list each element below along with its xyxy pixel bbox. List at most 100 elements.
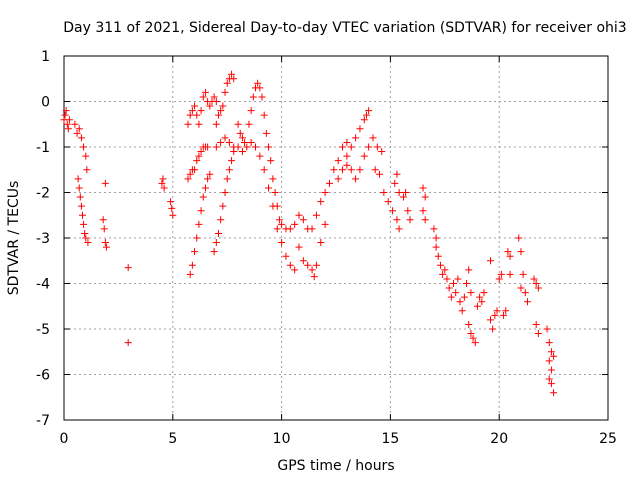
data-point bbox=[452, 289, 460, 297]
data-point bbox=[191, 248, 199, 256]
data-point bbox=[339, 143, 347, 151]
data-point bbox=[321, 220, 329, 228]
data-point bbox=[271, 189, 279, 196]
data-point bbox=[360, 152, 368, 160]
data-point bbox=[376, 170, 384, 178]
data-point bbox=[547, 366, 555, 374]
data-point bbox=[517, 284, 525, 292]
data-point bbox=[547, 348, 555, 356]
data-point bbox=[77, 202, 85, 210]
data-point bbox=[321, 189, 329, 196]
data-point bbox=[506, 270, 514, 278]
data-point bbox=[502, 307, 510, 315]
data-point bbox=[82, 234, 90, 242]
data-point bbox=[206, 170, 214, 178]
data-point bbox=[225, 166, 233, 174]
data-point bbox=[219, 202, 227, 210]
data-point bbox=[356, 166, 364, 174]
data-point bbox=[84, 239, 92, 247]
data-point bbox=[517, 248, 525, 256]
data-point bbox=[434, 252, 442, 260]
data-point bbox=[286, 225, 294, 233]
data-point bbox=[197, 207, 205, 215]
data-point bbox=[550, 389, 558, 397]
data-point bbox=[495, 275, 503, 283]
data-point bbox=[212, 120, 220, 128]
data-point bbox=[447, 293, 455, 301]
data-point bbox=[380, 189, 388, 196]
data-point bbox=[299, 257, 307, 265]
data-point bbox=[80, 143, 88, 151]
data-point bbox=[504, 248, 512, 256]
data-point bbox=[186, 170, 194, 178]
data-point bbox=[473, 302, 481, 310]
data-point bbox=[247, 138, 255, 146]
data-point bbox=[369, 134, 377, 142]
data-point bbox=[497, 270, 505, 278]
data-point bbox=[395, 189, 403, 196]
data-point bbox=[506, 252, 514, 260]
data-point bbox=[212, 98, 220, 105]
data-point bbox=[217, 107, 225, 115]
data-point bbox=[269, 175, 277, 183]
data-point bbox=[395, 225, 403, 233]
data-point bbox=[158, 179, 166, 187]
data-point bbox=[247, 107, 255, 115]
data-point bbox=[101, 179, 109, 187]
data-point bbox=[260, 111, 268, 119]
data-point bbox=[65, 116, 73, 124]
data-point bbox=[432, 243, 440, 251]
data-point bbox=[295, 211, 303, 219]
data-point bbox=[310, 273, 318, 281]
y-tick-label: -1 bbox=[36, 140, 50, 156]
data-point bbox=[523, 298, 531, 306]
data-point bbox=[219, 102, 227, 110]
data-point bbox=[184, 120, 192, 128]
data-point bbox=[221, 134, 229, 142]
data-point bbox=[258, 93, 266, 101]
data-point bbox=[465, 320, 473, 328]
data-point bbox=[419, 184, 427, 192]
data-point bbox=[184, 175, 192, 183]
data-point bbox=[471, 339, 479, 347]
data-point bbox=[188, 261, 196, 269]
data-point bbox=[476, 293, 484, 301]
x-tick-label: 15 bbox=[381, 431, 399, 447]
data-point bbox=[352, 134, 360, 142]
data-point bbox=[76, 193, 84, 201]
data-point bbox=[360, 116, 368, 124]
data-point bbox=[445, 284, 453, 292]
data-point bbox=[547, 380, 555, 388]
data-point bbox=[197, 148, 205, 156]
data-point bbox=[101, 239, 109, 247]
data-point bbox=[317, 198, 325, 206]
data-point bbox=[347, 143, 355, 151]
chart-title: Day 311 of 2021, Sidereal Day-to-day VTE… bbox=[63, 20, 626, 36]
data-point bbox=[245, 120, 253, 128]
data-point bbox=[278, 239, 286, 247]
data-point bbox=[167, 198, 175, 206]
data-point bbox=[210, 93, 218, 101]
data-point bbox=[221, 88, 229, 96]
data-point bbox=[373, 143, 381, 151]
data-point bbox=[491, 311, 499, 319]
data-point bbox=[221, 189, 229, 196]
data-point bbox=[519, 270, 527, 278]
data-point bbox=[64, 125, 72, 133]
data-point bbox=[199, 93, 207, 101]
data-point bbox=[391, 179, 399, 187]
data-point bbox=[325, 179, 333, 187]
y-tick-label: 1 bbox=[41, 49, 50, 65]
data-point bbox=[352, 175, 360, 183]
data-point bbox=[371, 166, 379, 174]
data-point bbox=[249, 93, 257, 101]
data-point bbox=[99, 216, 107, 224]
data-point bbox=[362, 111, 370, 119]
data-point bbox=[465, 266, 473, 274]
data-point bbox=[304, 261, 312, 269]
data-point bbox=[356, 125, 364, 133]
data-point bbox=[169, 211, 177, 219]
data-point bbox=[168, 204, 176, 212]
data-point bbox=[312, 261, 320, 269]
data-point bbox=[214, 229, 222, 237]
